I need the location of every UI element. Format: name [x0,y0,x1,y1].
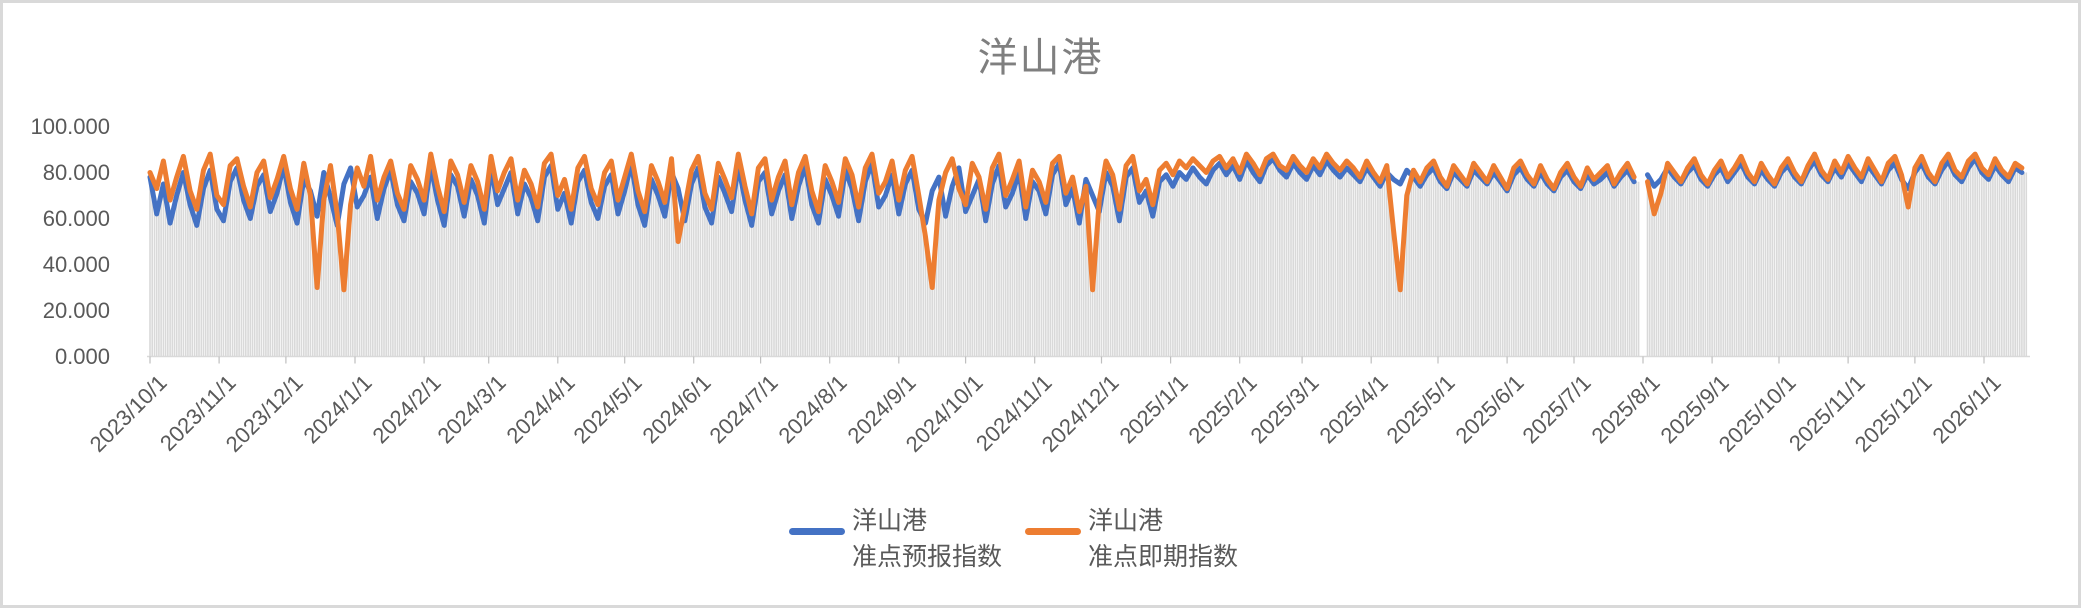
y-axis-label: 40.000 [42,251,110,277]
legend-label-line2: 准点预报指数 [852,543,1003,571]
legend-item-forecast-index[interactable]: 洋山港 准点预报指数 [789,503,1002,575]
legend-line-swatch-orange-icon [1025,528,1081,535]
chart-plot-area [147,151,2030,364]
y-axis-label: 60.000 [42,205,110,231]
chart-title: 洋山港 [977,36,1104,80]
legend: 洋山港 准点预报指数 洋山港 准点即期指数 [3,503,2078,593]
y-axis-label: 100.000 [30,113,110,139]
y-axis-label: 80.000 [42,159,110,185]
y-axis-label: 20.000 [42,297,110,323]
legend-label-line1: 洋山港 [852,507,928,535]
legend-label-line1: 洋山港 [1088,507,1164,535]
legend-item-spot-index[interactable]: 洋山港 准点即期指数 [1025,503,1238,575]
legend-line-swatch-blue-icon [789,528,845,535]
legend-label-spot: 洋山港 准点即期指数 [1088,503,1238,575]
y-axis-label: 0.000 [54,343,110,369]
legend-label-forecast: 洋山港 准点预报指数 [852,503,1002,575]
series-line-spot [147,151,2025,293]
legend-label-line2: 准点即期指数 [1088,543,1239,571]
chart-container[interactable]: 洋山港 100.000 80.000 60.000 40.000 20.000 0.000… [3,3,2078,605]
